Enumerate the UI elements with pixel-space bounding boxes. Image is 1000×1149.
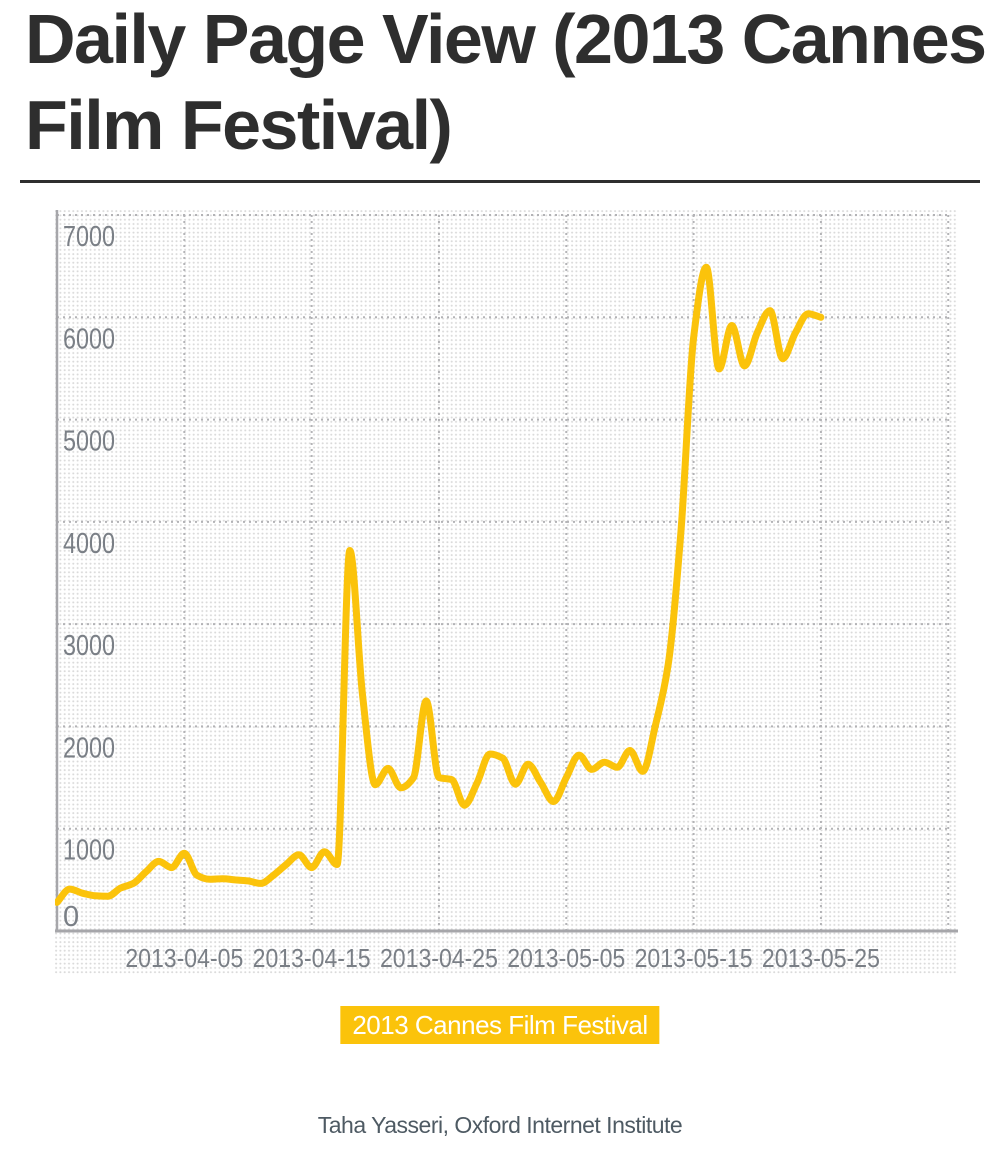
title-divider <box>20 180 980 183</box>
page-title-line1: Daily Page View (2013 Cannes <box>25 0 987 78</box>
chart-panel: 0 1000 2000 3000 4000 5000 6000 7000 2013-04-05 2… <box>55 210 958 975</box>
y-tick-label-6000: 6000 <box>63 323 115 355</box>
page-title: Daily Page View (2013 Cannes Film Festiva… <box>25 0 987 168</box>
x-tick-label-2013-05-05: 2013-05-05 <box>507 943 625 973</box>
plot-background <box>55 210 958 975</box>
y-tick-label-7000: 7000 <box>63 221 115 253</box>
line-chart: 0 1000 2000 3000 4000 5000 6000 7000 2013-04-05 2… <box>55 210 958 975</box>
legend-item-cannes[interactable]: 2013 Cannes Film Festival <box>340 1006 660 1044</box>
y-tick-label-4000: 4000 <box>63 528 115 560</box>
y-tick-label-2000: 2000 <box>63 732 115 764</box>
attribution: Taha Yasseri, Oxford Internet Institute <box>317 1112 683 1138</box>
x-tick-label-2013-05-25: 2013-05-25 <box>762 943 880 973</box>
x-tick-label-2013-04-25: 2013-04-25 <box>380 943 498 973</box>
series-line-cannes <box>55 263 825 906</box>
y-tick-label-0: 0 <box>63 901 79 933</box>
x-tick-label-2013-04-15: 2013-04-15 <box>253 943 371 973</box>
x-tick-label-2013-05-15: 2013-05-15 <box>635 943 753 973</box>
y-tick-label-5000: 5000 <box>63 426 115 458</box>
page-title-line2: Film Festival) <box>25 86 453 164</box>
y-tick-label-3000: 3000 <box>63 630 115 662</box>
x-tick-label-2013-04-05: 2013-04-05 <box>125 943 243 973</box>
y-tick-label-1000: 1000 <box>63 835 115 867</box>
